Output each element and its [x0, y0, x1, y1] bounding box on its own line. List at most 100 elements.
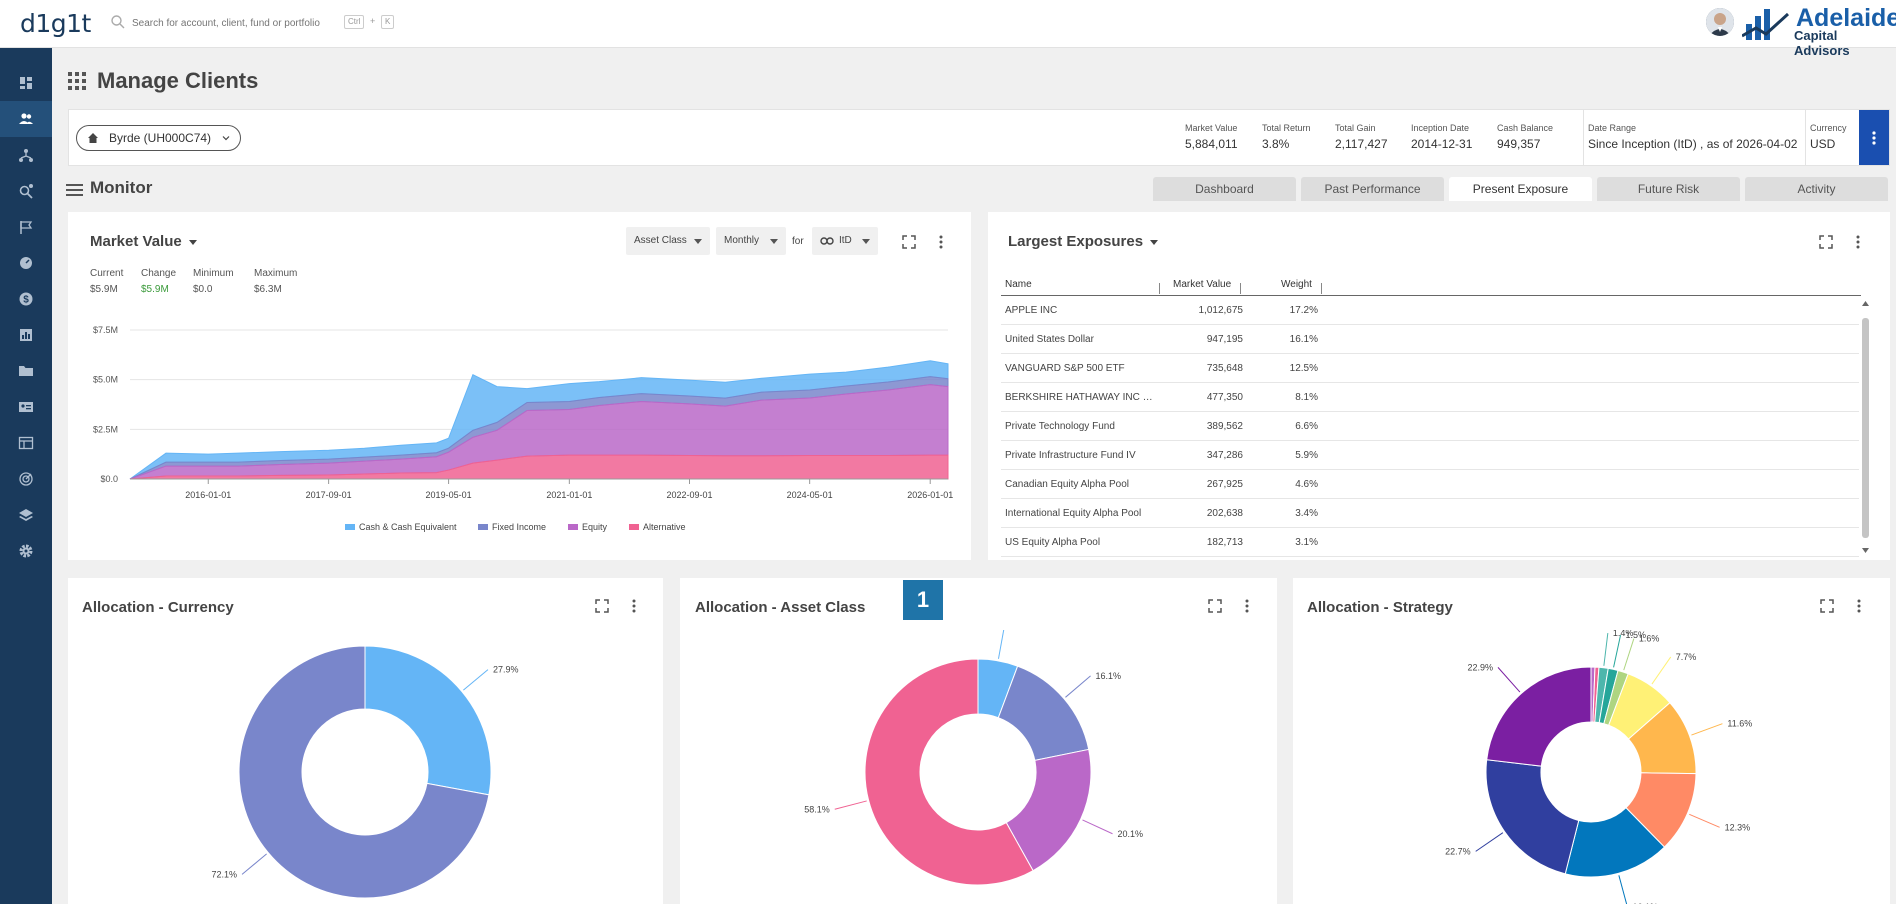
- more-vertical-icon[interactable]: [1240, 599, 1254, 613]
- period-select[interactable]: ItD: [812, 227, 878, 255]
- stat-value: 5,884,011: [1185, 137, 1238, 151]
- date-range-selector[interactable]: Date Range Since Inception (ItD) , as of…: [1588, 123, 1797, 151]
- table-row[interactable]: APPLE INC 1,012,675 17.2%: [1001, 296, 1859, 325]
- column-resize-handle[interactable]: [1321, 283, 1322, 294]
- table-icon: [18, 436, 34, 450]
- sidebar-item-documents[interactable]: [0, 353, 52, 389]
- table-row[interactable]: BERKSHIRE HATHAWAY INC B... 477,350 8.1%: [1001, 383, 1859, 412]
- table-row[interactable]: United States Dollar 947,195 16.1%: [1001, 325, 1859, 354]
- stat-label: Maximum: [254, 268, 298, 279]
- table-scrollbar[interactable]: [1861, 300, 1870, 554]
- sidebar-item-layers[interactable]: [0, 497, 52, 533]
- slice-label: 7.7%: [1676, 652, 1697, 662]
- fullscreen-icon[interactable]: [902, 235, 916, 249]
- column-resize-handle[interactable]: [1240, 283, 1241, 294]
- table-row[interactable]: Private Infrastructure Fund IV 347,286 5.9…: [1001, 441, 1859, 470]
- cell-weight: 3.1%: [1295, 537, 1318, 548]
- caret-down-icon: [1150, 239, 1159, 245]
- tab-activity[interactable]: Activity: [1745, 177, 1888, 201]
- scrollbar-thumb[interactable]: [1862, 318, 1869, 538]
- tab-past-performance[interactable]: Past Performance: [1301, 177, 1444, 201]
- sidebar-item-settings[interactable]: [0, 533, 52, 569]
- slice-label: 1.6%: [1639, 634, 1660, 644]
- contact-card-icon: [19, 402, 33, 412]
- scroll-up-icon[interactable]: [1862, 301, 1869, 306]
- home-icon: [88, 133, 98, 143]
- divider: [1805, 110, 1806, 165]
- stat-label: Inception Date: [1411, 123, 1470, 133]
- cell-weight: 17.2%: [1289, 305, 1318, 316]
- step-badge: 1: [903, 580, 943, 620]
- tab-future-risk[interactable]: Future Risk: [1597, 177, 1740, 201]
- label-leader: [834, 800, 867, 810]
- column-header-market-value[interactable]: Market Value: [1173, 279, 1232, 290]
- sidebar-item-search-analytics[interactable]: [0, 173, 52, 209]
- more-vertical-icon[interactable]: [1851, 235, 1865, 249]
- sidebar-item-gauge[interactable]: [0, 245, 52, 281]
- cell-weight: 16.1%: [1289, 334, 1318, 345]
- clients-icon: [19, 113, 33, 124]
- client-name: Byrde (UH000C74): [109, 131, 212, 145]
- sidebar-item-hierarchy[interactable]: [0, 137, 52, 173]
- sidebar-item-dollar[interactable]: $: [0, 281, 52, 317]
- table-row[interactable]: US Equity Alpha Pool 182,713 3.1%: [1001, 528, 1859, 557]
- slice-label: 72.1%: [212, 869, 238, 879]
- market-value-title-dropdown[interactable]: Market Value: [90, 233, 197, 250]
- sidebar-item-radar[interactable]: [0, 461, 52, 497]
- fullscreen-icon[interactable]: [1820, 599, 1834, 613]
- legend-label: Fixed Income: [492, 522, 546, 532]
- app-logo[interactable]: d1g1t: [20, 9, 91, 38]
- tab-present-exposure[interactable]: Present Exposure: [1449, 177, 1592, 201]
- stat-value: 3.8%: [1262, 137, 1290, 151]
- largest-exposures-title-dropdown[interactable]: Largest Exposures: [1008, 233, 1159, 250]
- column-header-weight[interactable]: Weight: [1281, 279, 1312, 290]
- fullscreen-icon[interactable]: [1819, 235, 1833, 249]
- apps-grid-icon[interactable]: [68, 72, 86, 90]
- sidebar-item-contacts[interactable]: [0, 389, 52, 425]
- exposures-table: Name Market Value Weight APPLE INC 1,012,…: [1001, 277, 1861, 557]
- tab-dashboard[interactable]: Dashboard: [1153, 177, 1296, 201]
- stat-change: Change $5.9M: [141, 268, 176, 295]
- table-row[interactable]: Canadian Equity Alpha Pool 267,925 4.6%: [1001, 470, 1859, 499]
- search-input[interactable]: [132, 12, 342, 34]
- scroll-down-icon[interactable]: [1862, 548, 1869, 553]
- stat-value: $5.9M: [141, 284, 169, 295]
- allocation-currency-title: Allocation - Currency: [82, 599, 234, 616]
- cell-market-value: 947,195: [1206, 334, 1243, 345]
- frequency-select[interactable]: Monthly: [716, 227, 786, 255]
- sidebar-item-flags[interactable]: [0, 209, 52, 245]
- avatar[interactable]: [1706, 8, 1734, 36]
- hamburger-menu-icon[interactable]: [66, 183, 83, 197]
- stat-label: Cash Balance: [1497, 123, 1554, 133]
- group-by-value: Asset Class: [634, 235, 687, 246]
- sidebar-item-reports[interactable]: [0, 317, 52, 353]
- sidebar-item-clients[interactable]: [0, 101, 52, 137]
- x-tick-label: 2021-01-01: [546, 490, 592, 500]
- slice-label: 12.3%: [1725, 822, 1751, 832]
- group-by-select[interactable]: Asset Class: [626, 227, 710, 255]
- sidebar-item-tables[interactable]: [0, 425, 52, 461]
- column-header-name[interactable]: Name: [1005, 279, 1032, 290]
- table-row[interactable]: VANGUARD S&P 500 ETF 735,648 12.5%: [1001, 354, 1859, 383]
- client-selector[interactable]: Byrde (UH000C74): [76, 125, 241, 151]
- y-tick-label: $0.0: [100, 474, 118, 484]
- stat-total-return: Total Return 3.8%: [1262, 123, 1311, 151]
- gauge-icon: [20, 257, 32, 269]
- for-label: for: [792, 236, 804, 247]
- client-menu-button[interactable]: [1859, 110, 1889, 165]
- table-row[interactable]: International Equity Alpha Pool 202,638 3.…: [1001, 499, 1859, 528]
- caret-down-icon: [770, 239, 778, 244]
- sidebar-item-dashboard[interactable]: [0, 65, 52, 101]
- cell-market-value: 735,648: [1206, 363, 1243, 374]
- column-resize-handle[interactable]: [1159, 283, 1160, 294]
- more-vertical-icon[interactable]: [627, 599, 641, 613]
- fullscreen-icon[interactable]: [595, 599, 609, 613]
- more-vertical-icon[interactable]: [1852, 599, 1866, 613]
- currency-value: USD: [1810, 137, 1836, 151]
- more-vertical-icon[interactable]: [934, 235, 948, 249]
- table-row[interactable]: Private Technology Fund 389,562 6.6%: [1001, 412, 1859, 441]
- layers-icon: [19, 509, 33, 521]
- currency-selector[interactable]: Currency USD: [1810, 123, 1847, 151]
- link-icon: [820, 237, 834, 245]
- fullscreen-icon[interactable]: [1208, 599, 1222, 613]
